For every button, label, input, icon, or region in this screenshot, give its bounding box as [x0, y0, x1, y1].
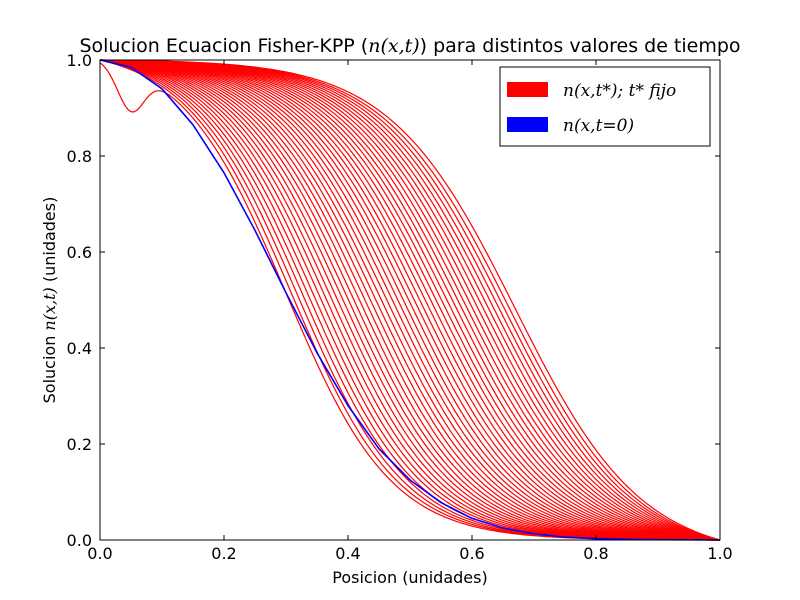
- axes-layer: 0.0 0.2 0.4 0.6 0.8 1.0 0.0 0.2 0.4 0.6 0.8 1.0: [67, 51, 733, 563]
- x-tick-label: 0.4: [335, 544, 360, 563]
- legend-label-fixed-time: n(x,t*); t* fijo: [563, 81, 676, 101]
- legend-label-initial: n(x,t=0): [563, 116, 634, 136]
- series-line-initial: [99, 59, 721, 541]
- series-line-fixed-time: [99, 59, 721, 541]
- series-line-fixed-time: [99, 59, 721, 541]
- x-axis-title: Posicion (unidades): [332, 568, 487, 587]
- legend-swatch-fixed-time: [507, 82, 548, 97]
- legend: n(x,t*); t* fijo n(x,t=0): [499, 66, 711, 147]
- y-tick-label: 1.0: [67, 51, 92, 70]
- series-line-fixed-time: [99, 59, 721, 541]
- series-line-fixed-time: [99, 59, 721, 541]
- y-tick-label: 0.4: [67, 339, 92, 358]
- legend-swatch-initial: [507, 117, 548, 132]
- legend-frame: [499, 66, 711, 147]
- x-tick-label: 1.0: [707, 544, 732, 563]
- y-tick-label: 0.0: [67, 531, 92, 550]
- x-tick-label: 0.6: [459, 544, 484, 563]
- series-layer: [99, 59, 721, 541]
- x-tick-label: 0.8: [583, 544, 608, 563]
- chart-title: Solucion Ecuacion Fisher-KPP (n(x,t)) pa…: [79, 35, 740, 57]
- plot-frame: [99, 59, 721, 541]
- series-line-fixed-time: [99, 59, 721, 541]
- series-line-fixed-time: [99, 59, 721, 541]
- series-line-fixed-time: [99, 59, 721, 541]
- series-line-fixed-time: [99, 59, 721, 541]
- y-tick-label: 0.2: [67, 435, 92, 454]
- x-tick-label: 0.0: [87, 544, 112, 563]
- series-line-fixed-time: [99, 59, 721, 541]
- series-line-fixed-time: [99, 59, 721, 541]
- y-tick-label: 0.6: [67, 243, 92, 262]
- y-axis-title: Solucion n(x,t) (unidades): [40, 197, 59, 404]
- y-tick-label: 0.8: [67, 147, 92, 166]
- series-line-fixed-time: [99, 59, 721, 541]
- series-line-fixed-time: [99, 59, 721, 541]
- series-line-fixed-time: [99, 59, 721, 541]
- x-tick-label: 0.2: [211, 544, 236, 563]
